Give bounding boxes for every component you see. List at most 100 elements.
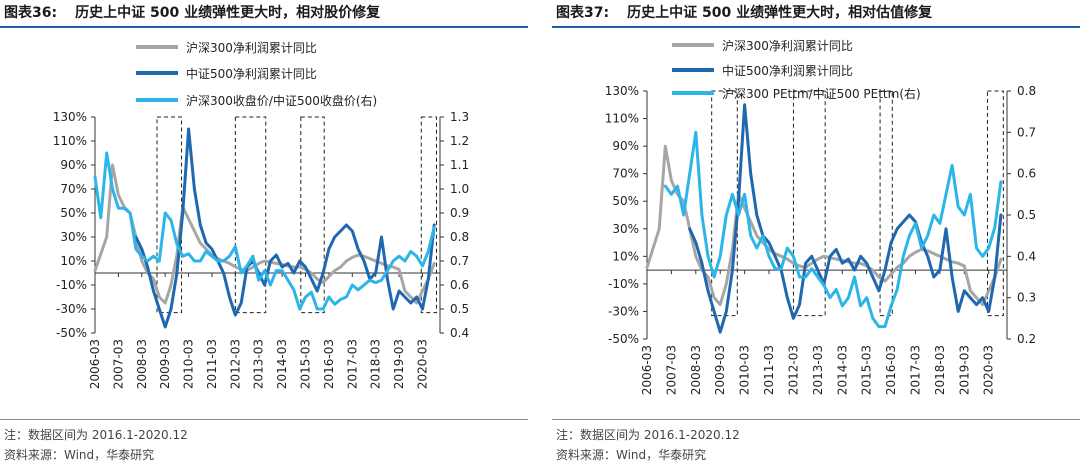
x-tick-label: 2015-03 bbox=[299, 339, 313, 389]
right-tick-label: 0.6 bbox=[1017, 167, 1036, 181]
highlight-box-2 bbox=[234, 116, 267, 314]
left-tick-label: 70% bbox=[612, 167, 639, 181]
x-tick-label: 2018-03 bbox=[933, 345, 947, 395]
left-tick-label: -30% bbox=[56, 302, 87, 316]
source-note: 资料来源：Wind，华泰研究 bbox=[4, 448, 155, 462]
x-tick-label: 2013-03 bbox=[252, 339, 266, 389]
right-tick-label: 0.3 bbox=[1017, 291, 1036, 305]
highlight-box-4 bbox=[420, 116, 437, 314]
right-tick-label: 0.7 bbox=[1017, 125, 1036, 139]
left-tick-label: -10% bbox=[608, 277, 639, 291]
right-tick-label: 1.0 bbox=[450, 182, 469, 196]
figure-number: 图表37: bbox=[556, 5, 610, 21]
x-tick-label: 2016-03 bbox=[322, 339, 336, 389]
right-tick-label: 0.4 bbox=[1017, 249, 1036, 263]
left-tick-label: 50% bbox=[612, 194, 639, 208]
data-range-note: 注：数据区间为 2016.1-2020.12 bbox=[556, 428, 740, 442]
left-tick-label: 90% bbox=[60, 158, 87, 172]
right-tick-label: 0.4 bbox=[450, 326, 469, 340]
title-rule bbox=[552, 26, 1080, 28]
x-tick-label: 2019-03 bbox=[957, 345, 971, 395]
left-tick-label: 50% bbox=[60, 206, 87, 220]
x-tick-label: 2017-03 bbox=[908, 345, 922, 395]
right-tick-label: 0.8 bbox=[450, 230, 469, 244]
x-tick-label: 2011-03 bbox=[762, 345, 776, 395]
right-tick-label: 0.5 bbox=[1017, 208, 1036, 222]
left-tick-label: -30% bbox=[608, 304, 639, 318]
x-tick-label: 2006-03 bbox=[88, 339, 102, 389]
right-tick-label: 1.2 bbox=[450, 134, 469, 148]
x-tick-label: 2007-03 bbox=[664, 345, 678, 395]
legend-label-1: 沪深300净利润累计同比 bbox=[186, 41, 317, 55]
left-tick-label: 90% bbox=[612, 139, 639, 153]
left-tick-label: 110% bbox=[605, 112, 639, 126]
figure-caption: 历史上中证 500 业绩弹性更大时，相对股价修复 bbox=[75, 5, 381, 21]
x-tick-label: 2010-03 bbox=[182, 339, 196, 389]
series-line-2 bbox=[134, 127, 436, 329]
figure-number: 图表36: bbox=[4, 5, 58, 21]
x-tick-label: 2012-03 bbox=[228, 339, 242, 389]
legend-label-2: 中证500净利润累计同比 bbox=[722, 63, 853, 78]
x-tick-label: 2008-03 bbox=[689, 345, 703, 395]
series-line-3 bbox=[663, 130, 1003, 329]
highlight-box-4 bbox=[986, 90, 1004, 317]
x-tick-label: 2012-03 bbox=[786, 345, 800, 395]
x-tick-label: 2008-03 bbox=[135, 339, 149, 389]
left-tick-label: 10% bbox=[612, 249, 639, 263]
right-tick-label: 0.8 bbox=[1017, 84, 1036, 98]
line-chart-36: 130% 110% 90% 70% 50% 30% 10% -10% -30% -50% 1.3 1.… bbox=[53, 41, 469, 389]
legend-label-3: 沪深300收盘价/中证500收盘价(右) bbox=[186, 93, 377, 108]
x-tick-label: 2009-03 bbox=[158, 339, 172, 389]
x-tick-label: 2015-03 bbox=[860, 345, 874, 395]
x-tick-label: 2010-03 bbox=[738, 345, 752, 395]
source-note: 资料来源：Wind，华泰研究 bbox=[556, 448, 707, 462]
left-tick-label: 110% bbox=[53, 134, 87, 148]
left-tick-label: 10% bbox=[60, 254, 87, 268]
figure-title: 图表37: 历史上中证 500 业绩弹性更大时，相对估值修复 bbox=[556, 2, 932, 22]
figure-title: 图表36: 历史上中证 500 业绩弹性更大时，相对股价修复 bbox=[4, 2, 380, 22]
highlight-box-1 bbox=[711, 90, 738, 317]
x-tick-label: 2009-03 bbox=[713, 345, 727, 395]
x-tick-label: 2011-03 bbox=[205, 339, 219, 389]
left-tick-label: -50% bbox=[608, 332, 639, 346]
series-line-2 bbox=[688, 103, 1003, 334]
highlight-box-1 bbox=[156, 116, 183, 314]
title-rule bbox=[0, 26, 528, 28]
right-tick-label: 0.2 bbox=[1017, 332, 1036, 346]
x-tick-label: 2016-03 bbox=[884, 345, 898, 395]
left-tick-label: 70% bbox=[60, 182, 87, 196]
line-chart-37: 130% 110% 90% 70% 50% 30% 10% -10% -30% -50% 0.8 0.… bbox=[605, 39, 1036, 395]
x-tick-label: 2019-03 bbox=[392, 339, 406, 389]
right-tick-label: 0.9 bbox=[450, 206, 469, 220]
x-tick-label: 2017-03 bbox=[345, 339, 359, 389]
series-line-3 bbox=[93, 151, 436, 311]
right-tick-label: 0.5 bbox=[450, 302, 469, 316]
chart-panel-36: 图表36: 历史上中证 500 业绩弹性更大时，相对股价修复 130% 110% 90… bbox=[0, 0, 528, 470]
figure-caption: 历史上中证 500 业绩弹性更大时，相对估值修复 bbox=[627, 5, 933, 21]
x-tick-label: 2014-03 bbox=[275, 339, 289, 389]
x-tick-label: 2007-03 bbox=[111, 339, 125, 389]
x-tick-label: 2020-03 bbox=[982, 345, 996, 395]
legend-label-2: 中证500净利润累计同比 bbox=[186, 66, 317, 81]
right-tick-label: 1.3 bbox=[450, 110, 469, 124]
right-tick-label: 0.7 bbox=[450, 254, 469, 268]
x-tick-label: 2013-03 bbox=[811, 345, 825, 395]
legend-label-1: 沪深300净利润累计同比 bbox=[722, 39, 853, 53]
footer-rule bbox=[0, 419, 528, 420]
left-tick-label: 30% bbox=[612, 222, 639, 236]
x-tick-label: 2006-03 bbox=[640, 345, 654, 395]
x-tick-label: 2020-03 bbox=[415, 339, 429, 389]
footer-rule bbox=[552, 419, 1080, 420]
left-tick-label: -50% bbox=[56, 326, 87, 340]
left-tick-label: 130% bbox=[605, 84, 639, 98]
data-range-note: 注：数据区间为 2016.1-2020.12 bbox=[4, 428, 188, 442]
right-tick-label: 1.1 bbox=[450, 158, 469, 172]
left-tick-label: 130% bbox=[53, 110, 87, 124]
highlight-box-3 bbox=[300, 116, 325, 314]
highlight-box-2 bbox=[792, 90, 826, 317]
left-tick-label: -10% bbox=[56, 278, 87, 292]
x-tick-label: 2014-03 bbox=[835, 345, 849, 395]
chart-panel-37: 图表37: 历史上中证 500 业绩弹性更大时，相对估值修复 130% 110% 90… bbox=[552, 0, 1080, 470]
left-tick-label: 30% bbox=[60, 230, 87, 244]
legend-label-3: 沪深300 PEttm/中证500 PEttm(右) bbox=[722, 86, 921, 101]
